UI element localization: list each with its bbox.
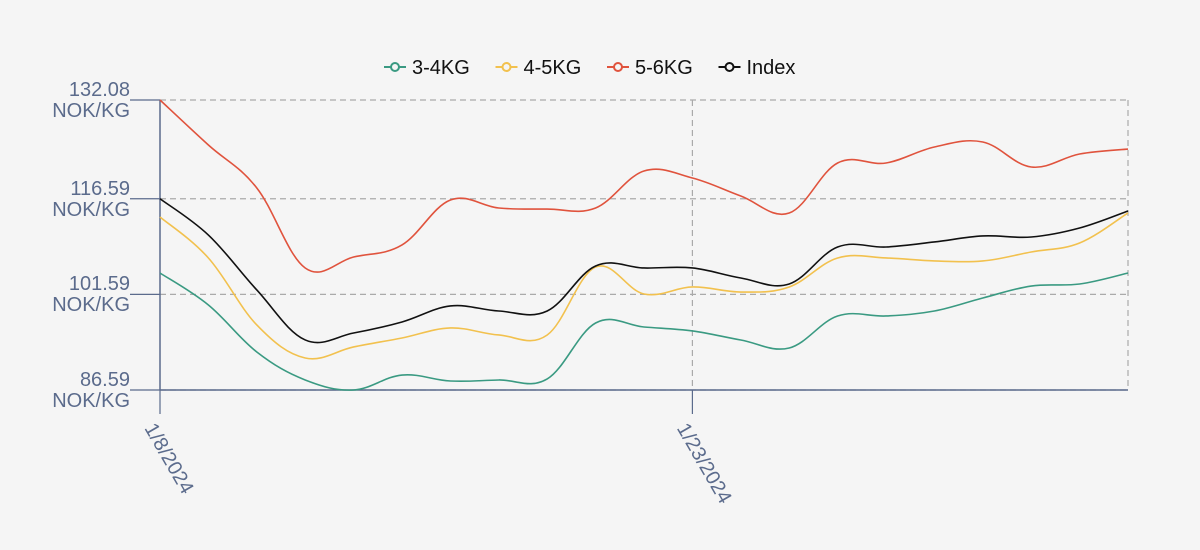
legend-item: 3-4KG bbox=[384, 57, 470, 79]
series-line bbox=[159, 99, 1129, 273]
series-line bbox=[159, 272, 1129, 391]
x-tick-label: 1/23/2024 bbox=[672, 420, 736, 508]
x-tick-label: 1/8/2024 bbox=[140, 420, 198, 498]
legend-item: Index bbox=[718, 57, 796, 79]
legend-label: 4-5KG bbox=[524, 57, 582, 79]
series-line bbox=[159, 212, 1129, 360]
legend-marker bbox=[390, 62, 400, 72]
legend-item: 5-6KG bbox=[607, 57, 693, 79]
legend-label: 5-6KG bbox=[635, 57, 693, 79]
legend-marker bbox=[724, 62, 735, 72]
y-tick-label: 86.59 NOK/KG bbox=[52, 369, 130, 412]
y-tick-label: 132.08 NOK/KG bbox=[52, 79, 130, 122]
series-line bbox=[159, 198, 1129, 344]
y-tick-label: 101.59 NOK/KG bbox=[52, 273, 130, 317]
legend-item: 4-5KG bbox=[495, 57, 582, 79]
legend-marker bbox=[613, 62, 623, 72]
legend-label: 3-4KG bbox=[412, 57, 470, 79]
legend-label: Index bbox=[747, 57, 796, 79]
y-tick-label: 116.59 NOK/KG bbox=[52, 177, 130, 221]
legend-marker bbox=[501, 62, 512, 72]
